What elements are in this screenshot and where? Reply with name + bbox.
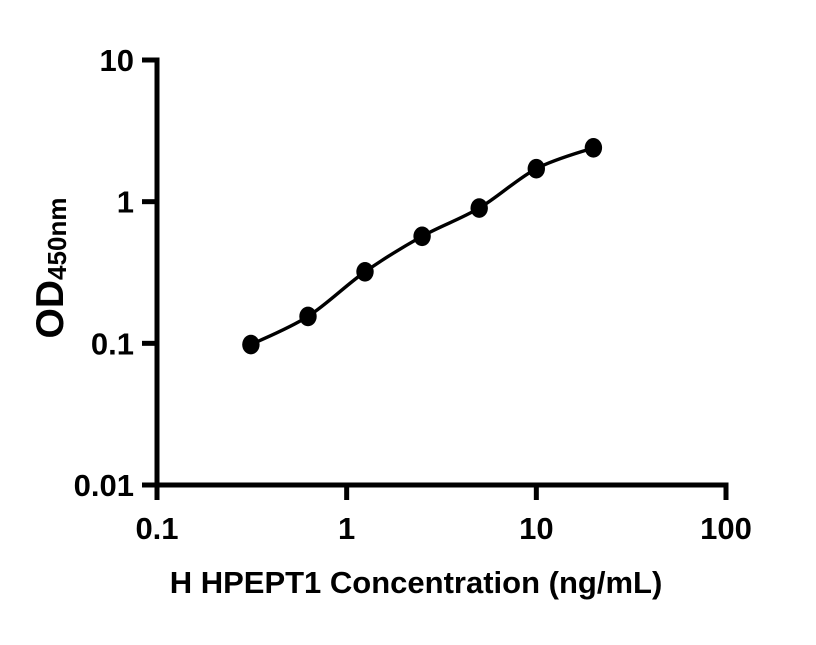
- x-tick-label-1: 1: [338, 511, 355, 546]
- y-axis-ticks: [142, 57, 157, 488]
- y-tick-label-3: 0.01: [74, 468, 134, 503]
- x-tick-label-3: 100: [700, 511, 752, 546]
- data-point-3: [413, 226, 431, 247]
- x-axis-title: H HPEPT1 Concentration (ng/mL): [170, 565, 663, 600]
- data-points: [242, 138, 603, 355]
- data-point-6: [584, 138, 603, 158]
- data-point-4: [470, 198, 488, 218]
- y-axis-title-main: OD: [29, 280, 72, 339]
- data-point-1: [299, 306, 317, 327]
- axes: [154, 57, 729, 488]
- x-axis-tick-labels: 0.1 1 10 100: [135, 511, 751, 546]
- y-tick-label-0: 10: [100, 43, 134, 78]
- x-tick-label-0: 0.1: [135, 511, 178, 546]
- y-axis-title: OD450nm: [29, 198, 72, 339]
- y-axis-tick-labels: 10 1 0.1 0.01: [74, 43, 134, 503]
- y-axis-title-subscript: 450nm: [42, 198, 72, 280]
- data-point-0: [242, 334, 260, 355]
- data-point-2: [356, 262, 374, 282]
- y-tick-label-2: 0.1: [91, 326, 134, 361]
- y-tick-label-1: 1: [117, 185, 134, 220]
- x-tick-label-2: 10: [519, 511, 553, 546]
- data-point-5: [527, 158, 545, 179]
